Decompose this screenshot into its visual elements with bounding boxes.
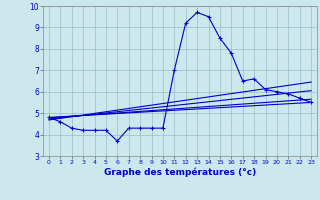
X-axis label: Graphe des températures (°c): Graphe des températures (°c) (104, 168, 256, 177)
